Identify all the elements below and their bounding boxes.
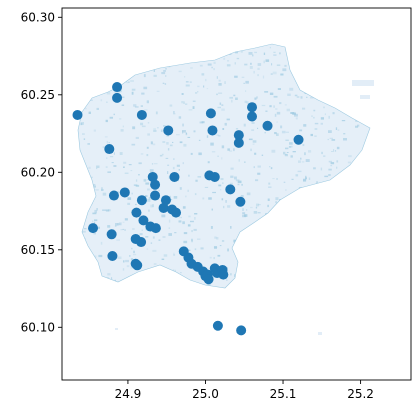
- scatter-point: [107, 251, 118, 261]
- scatter-point: [131, 207, 142, 218]
- map-island: [352, 80, 374, 86]
- scatter-point: [160, 195, 171, 206]
- y-tick-label: 60.10: [21, 320, 55, 334]
- scatter-point: [72, 109, 83, 120]
- map-island: [360, 95, 370, 99]
- scatter-point: [132, 260, 143, 271]
- scatter-point: [247, 102, 258, 113]
- x-tick-label: 24.9: [115, 387, 142, 401]
- scatter-point: [112, 82, 123, 93]
- scatter-point: [207, 125, 218, 136]
- scatter-point: [108, 190, 119, 201]
- scatter-point: [147, 171, 158, 182]
- scatter-point: [247, 111, 258, 122]
- scatter-point: [236, 325, 247, 336]
- x-tick-label: 25.0: [192, 387, 219, 401]
- points-layer: [72, 82, 304, 336]
- scatter-point: [169, 171, 180, 182]
- scatter-point: [209, 171, 220, 182]
- scatter-point: [225, 184, 236, 195]
- scatter-point: [293, 134, 304, 145]
- scatter-point: [112, 92, 123, 103]
- scatter-point: [150, 179, 161, 190]
- scatter-point: [119, 187, 130, 198]
- x-tick-label: 25.1: [270, 387, 297, 401]
- scatter-point: [136, 109, 147, 120]
- x-tick-label: 25.2: [347, 387, 374, 401]
- scatter-point: [136, 195, 147, 206]
- scatter-point: [150, 190, 161, 201]
- scatter-point: [88, 223, 99, 234]
- scatter-point: [136, 237, 147, 248]
- scatter-point: [233, 130, 244, 141]
- map-island: [318, 332, 322, 335]
- scatter-point: [163, 125, 174, 136]
- scatter-point: [205, 108, 216, 119]
- scatter-point: [158, 202, 169, 213]
- plot-frame: [61, 7, 412, 381]
- scatter-point: [171, 207, 182, 218]
- scatter-point: [212, 320, 223, 331]
- scatter-point: [203, 274, 214, 285]
- scatter-point: [233, 137, 244, 148]
- scatter-point: [150, 223, 161, 234]
- y-tick-label: 60.15: [21, 243, 55, 257]
- y-tick-label: 60.20: [21, 165, 55, 179]
- x-axis-ticks: 24.9 25.0 25.1 25.2: [115, 380, 374, 401]
- map-island: [115, 328, 118, 330]
- scatter-point: [138, 215, 149, 226]
- scatter-point: [235, 196, 246, 207]
- y-axis-ticks: 60.10 60.15 60.20 60.25 60.30: [21, 10, 62, 334]
- scatter-point: [262, 120, 273, 131]
- map-outline: [77, 43, 371, 289]
- scatter-point: [104, 144, 115, 155]
- scatter-point: [218, 269, 229, 280]
- y-tick-label: 60.30: [21, 10, 55, 24]
- y-tick-label: 60.25: [21, 88, 55, 102]
- scatter-point: [106, 229, 117, 240]
